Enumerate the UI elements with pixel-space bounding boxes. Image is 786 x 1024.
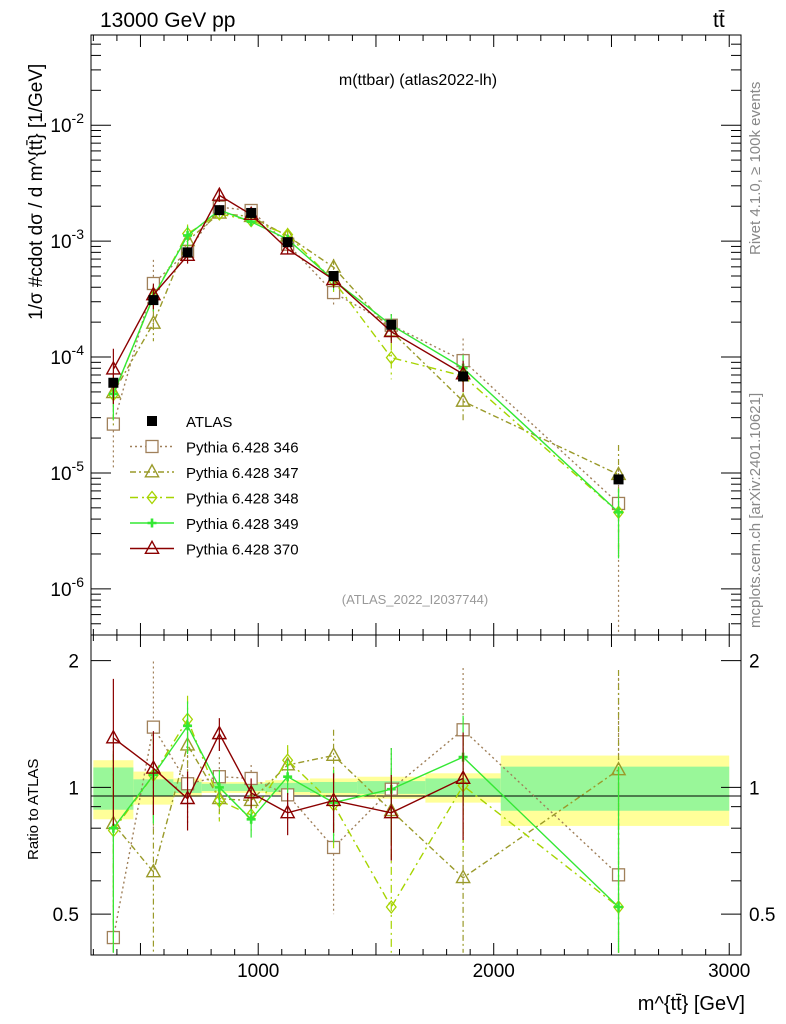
series-ratio-marker [105,729,122,744]
series-ratio-marker [383,804,400,819]
legend-label: Pythia 6.428 349 [186,516,299,533]
series-marker [383,323,400,338]
series-marker [105,360,122,375]
series-ratio-marker [385,899,397,915]
legend-label: Pythia 6.428 370 [186,542,299,559]
series-ratio-line [112,717,619,909]
series-ratio-marker [183,721,193,731]
series-ratio-line [112,724,619,908]
ratio-plot-frame [90,634,742,956]
series-marker [183,230,193,240]
x-tick-label: 3000 [708,961,750,982]
ratio-y-tick-label: 0.5 [53,905,79,926]
legend: ATLAS Pythia 6.428 346 Pythia 6.428 347 Pyt… [130,414,299,559]
series-ratio-marker [243,784,259,799]
mcplots-label: mcplots.cern.ch [arXiv:2401.10621] [747,393,764,628]
atlas-data-point [148,295,159,306]
series-marker [145,314,162,329]
series-ratio-marker [145,863,162,878]
legend-marker [147,518,157,528]
x-tick-label: 1000 [237,961,279,982]
legend-marker [144,539,160,554]
atlas-data-point [246,207,257,218]
series-marker [455,392,471,407]
series-marker [614,507,624,517]
atlas-data-point [328,271,339,282]
atlas-data-point [386,319,397,330]
legend-marker-atlas [147,416,157,426]
ratio-y-tick-label-right: 0.5 [749,905,775,926]
y-axis-label: 1/σ #cdot dσ / d m^{tt̄} [1/GeV] [26,64,47,320]
series-line [112,194,464,375]
atlas-data-point [214,205,225,216]
series-ratio-marker [145,759,162,774]
main-plot-data-points [108,205,624,485]
atlas-data-point [613,474,624,485]
series-marker [211,186,228,201]
y-tick-label: 10-5 [50,458,84,485]
series-marker [385,350,397,365]
series-ratio-marker [179,790,196,805]
atlas-data-point [282,237,293,248]
ratio-y-tick-label-right: 1 [749,778,760,799]
analysis-id-label: (ATLAS_2022_I2037744) [342,592,488,607]
x-axis-label: m^{tt̄} [GeV] [638,993,745,1015]
atlas-data-point [108,377,119,388]
series-ratio-marker [455,769,471,784]
plot-title: m(ttbar) (atlas2022-lh) [339,72,497,89]
series-ratio-marker [213,793,225,808]
x-tick-label: 2000 [473,961,515,982]
process-label: tt̄ [713,9,725,32]
ratio-plot-bands [93,755,730,826]
legend-label: Pythia 6.428 347 [186,465,299,482]
ratio-y-axis-label: Ratio to ATLAS [25,759,42,860]
atlas-data-point [182,247,193,258]
series-ratio-marker [283,772,293,782]
y-tick-label: 10-6 [50,574,84,601]
series-line [112,212,619,476]
series-ratio-marker [455,869,471,884]
y-tick-label: 10-2 [50,110,84,137]
legend-marker [145,439,159,454]
series-ratio-marker [214,782,224,792]
legend-marker [144,463,160,478]
main-plot-y-axis-ticks: 10-6 10-5 10-4 10-3 10-2 [50,34,741,636]
ratio-plot-curves [105,661,627,953]
series-ratio-marker [211,725,228,740]
series-line [112,209,619,513]
rivet-version-label: Rivet 4.1.0, ≥ 100k events [747,82,764,255]
series-ratio-marker [279,804,296,819]
ratio-y-tick-label-right: 2 [749,652,760,673]
ratio-band-inner [500,766,730,811]
y-tick-label: 10-3 [50,226,84,253]
series-ratio-marker [246,814,256,824]
series-marker [279,240,296,255]
legend-label: Pythia 6.428 348 [186,491,299,508]
series-ratio-marker [325,791,342,807]
series-ratio-line [112,743,619,879]
legend-label: Pythia 6.428 346 [186,440,299,457]
ratio-y-tick-label: 1 [68,778,79,799]
legend-marker [146,490,158,505]
series-ratio-marker [614,902,624,912]
atlas-data-point [458,371,469,382]
series-ratio-marker [325,746,342,762]
legend-label-atlas: ATLAS [186,414,232,431]
y-tick-label: 10-4 [50,342,84,369]
energy-label: 13000 GeV pp [100,9,235,32]
ratio-plot-axis-ticks: 1000 2000 3000 0.5 0.5 1 1 2 2 [53,635,775,982]
ratio-y-tick-label: 2 [68,652,79,673]
